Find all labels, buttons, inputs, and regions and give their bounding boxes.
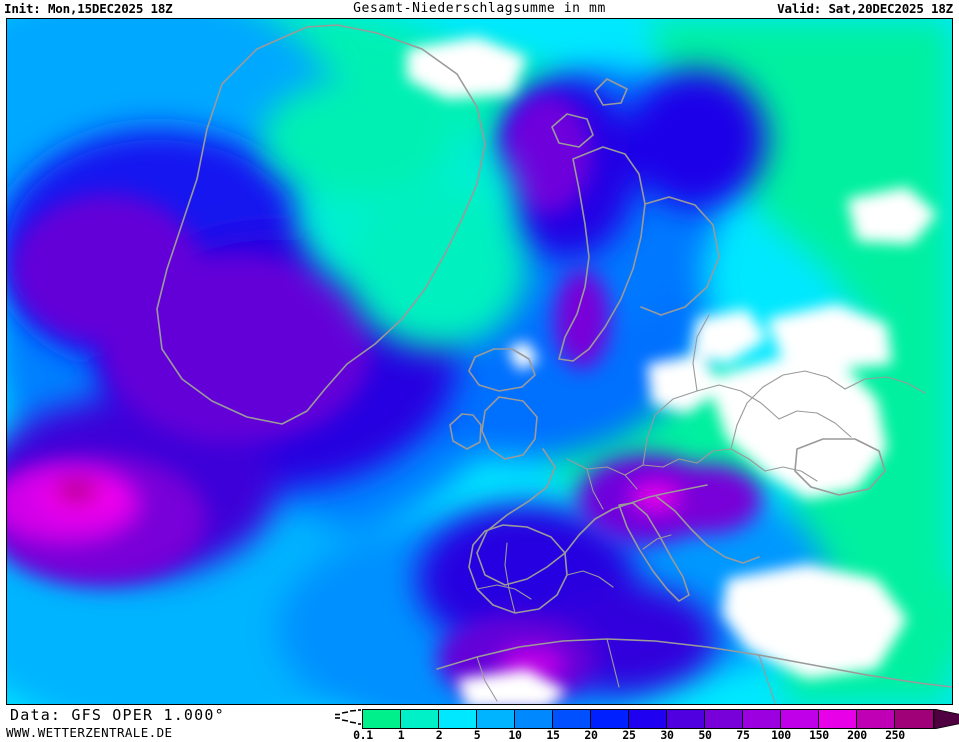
colorbar-tick: 20: [584, 728, 598, 742]
colorbar-tick: 75: [736, 728, 750, 742]
colorbar-tick: 25: [622, 728, 636, 742]
colorbar-segment: [515, 710, 553, 728]
colorbar-tick: 2: [435, 728, 443, 742]
colorbar-tick: 50: [698, 728, 712, 742]
colorbar-segment: [439, 710, 477, 728]
precipitation-heatmap[interactable]: [7, 19, 952, 704]
colorbar-tick: 100: [771, 728, 791, 742]
colorbar-tick: 5: [473, 728, 481, 742]
colorbar-segment: [705, 710, 743, 728]
colorbar-tick: 0.1: [353, 728, 373, 742]
coastline-overlay: [156, 24, 952, 704]
colorbar-segment: [553, 710, 591, 728]
colorbar-segment: [401, 710, 439, 728]
colorbar-segment: [477, 710, 515, 728]
colorbar-segment: [819, 710, 857, 728]
colorbar-segment: [363, 710, 401, 728]
valid-time-label: Valid: Sat,20DEC2025 18Z: [777, 1, 953, 16]
colorbar-tick: 15: [546, 728, 560, 742]
colorbar-tick: 150: [809, 728, 829, 742]
colorbar-segment: [781, 710, 819, 728]
website-label: WWW.WETTERZENTRALE.DE: [6, 725, 173, 740]
trace-amount-icon: [335, 709, 361, 725]
colorbar-segment: [857, 710, 895, 728]
init-time-label: Init: Mon,15DEC2025 18Z: [4, 1, 173, 16]
colorbar-segment: [629, 710, 667, 728]
colorbar-segment: [743, 710, 781, 728]
colorbar-tick-labels: 0.1 1 2 5 10 15 20 25 30 50 75 100 150 200 250: [334, 728, 959, 742]
colorbar-tick: 30: [660, 728, 674, 742]
colorbar-tick: 250: [885, 728, 905, 742]
colorbar-tick: 10: [508, 728, 522, 742]
map-header: Init: Mon,15DEC2025 18Z Gesamt-Niedersch…: [0, 0, 959, 18]
colorbar-segment: [591, 710, 629, 728]
colorbar-segment: [895, 710, 933, 728]
map-frame[interactable]: [6, 18, 953, 705]
page-title: Gesamt-Niederschlagsumme in mm: [353, 1, 606, 16]
colorbar-segments[interactable]: [362, 709, 934, 729]
colorbar-overflow-arrow: [934, 709, 959, 729]
colorbar-tick: 1: [397, 728, 405, 742]
colorbar-tick: 200: [847, 728, 867, 742]
precipitation-colorbar[interactable]: 0.1 1 2 5 10 15 20 25 30 50 75 100 150 200 250: [334, 706, 959, 742]
colorbar-segment: [667, 710, 705, 728]
data-source-label: Data: GFS OPER 1.000°: [10, 706, 225, 724]
